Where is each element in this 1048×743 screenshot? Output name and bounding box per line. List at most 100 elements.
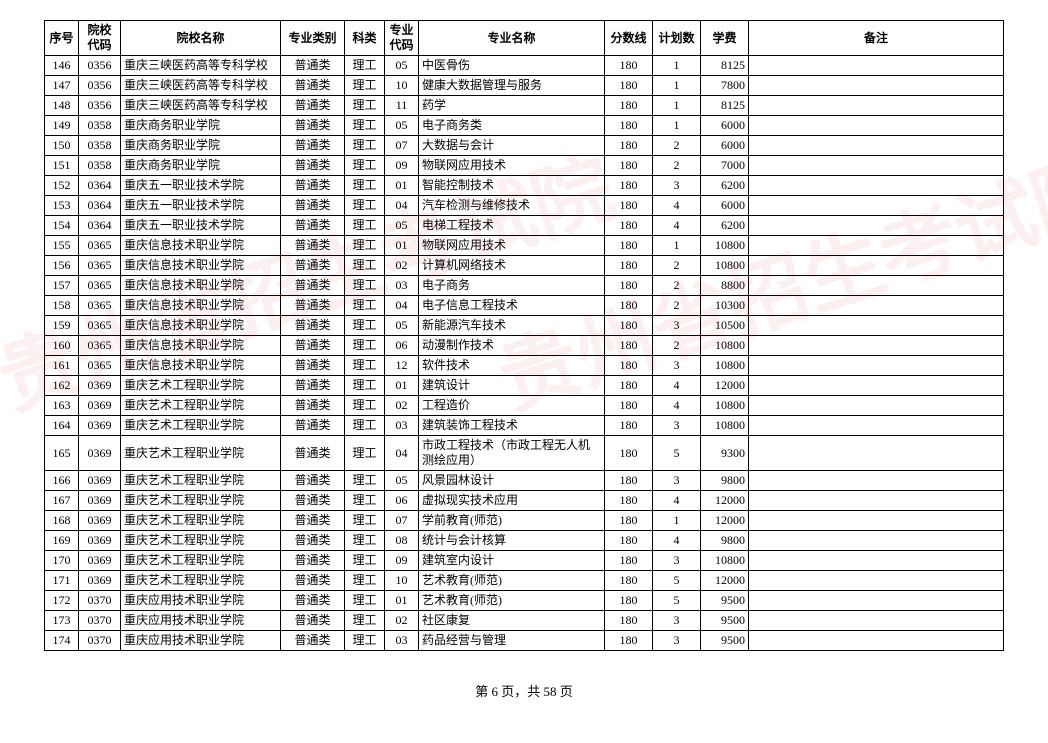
cell-mname: 计算机网络技术 [419, 256, 605, 276]
cell-sci: 理工 [345, 276, 385, 296]
table-row: 1680369重庆艺术工程职业学院普通类理工07学前教育(师范)18011200… [45, 511, 1004, 531]
cell-plan: 1 [653, 56, 701, 76]
cell-cat: 普通类 [281, 531, 345, 551]
cell-score: 180 [605, 56, 653, 76]
table-row: 1620369重庆艺术工程职业学院普通类理工01建筑设计180412000 [45, 376, 1004, 396]
cell-sname: 重庆商务职业学院 [121, 116, 281, 136]
cell-scode: 0356 [79, 56, 121, 76]
cell-note [749, 276, 1004, 296]
cell-fee: 10800 [701, 256, 749, 276]
cell-plan: 4 [653, 531, 701, 551]
cell-seq: 170 [45, 551, 79, 571]
cell-sname: 重庆信息技术职业学院 [121, 276, 281, 296]
cell-score: 180 [605, 356, 653, 376]
cell-seq: 172 [45, 591, 79, 611]
cell-mcode: 08 [385, 531, 419, 551]
cell-scode: 0356 [79, 76, 121, 96]
cell-sci: 理工 [345, 511, 385, 531]
column-header-scode: 院校代码 [79, 21, 121, 56]
cell-fee: 10800 [701, 336, 749, 356]
cell-plan: 1 [653, 116, 701, 136]
cell-fee: 12000 [701, 376, 749, 396]
cell-plan: 3 [653, 611, 701, 631]
cell-seq: 154 [45, 216, 79, 236]
cell-scode: 0364 [79, 216, 121, 236]
cell-note [749, 76, 1004, 96]
cell-plan: 5 [653, 591, 701, 611]
cell-scode: 0358 [79, 136, 121, 156]
cell-fee: 6000 [701, 136, 749, 156]
cell-mcode: 01 [385, 376, 419, 396]
cell-score: 180 [605, 491, 653, 511]
cell-note [749, 436, 1004, 471]
cell-cat: 普通类 [281, 256, 345, 276]
cell-sci: 理工 [345, 471, 385, 491]
cell-cat: 普通类 [281, 571, 345, 591]
cell-sci: 理工 [345, 356, 385, 376]
table-row: 1540364重庆五一职业技术学院普通类理工05电梯工程技术18046200 [45, 216, 1004, 236]
cell-score: 180 [605, 631, 653, 651]
cell-sci: 理工 [345, 316, 385, 336]
cell-mname: 汽车检测与维修技术 [419, 196, 605, 216]
cell-score: 180 [605, 116, 653, 136]
cell-note [749, 236, 1004, 256]
cell-sname: 重庆五一职业技术学院 [121, 216, 281, 236]
column-header-seq: 序号 [45, 21, 79, 56]
cell-sname: 重庆艺术工程职业学院 [121, 511, 281, 531]
cell-seq: 149 [45, 116, 79, 136]
cell-score: 180 [605, 611, 653, 631]
table-row: 1500358重庆商务职业学院普通类理工07大数据与会计18026000 [45, 136, 1004, 156]
cell-mcode: 05 [385, 56, 419, 76]
cell-sci: 理工 [345, 611, 385, 631]
cell-scode: 0370 [79, 591, 121, 611]
cell-scode: 0358 [79, 156, 121, 176]
cell-scode: 0365 [79, 256, 121, 276]
header-row: 序号院校代码院校名称专业类别科类专业代码专业名称分数线计划数学费备注 [45, 21, 1004, 56]
cell-mcode: 04 [385, 436, 419, 471]
cell-score: 180 [605, 136, 653, 156]
cell-mcode: 11 [385, 96, 419, 116]
cell-fee: 8125 [701, 56, 749, 76]
cell-fee: 7800 [701, 76, 749, 96]
cell-mname: 学前教育(师范) [419, 511, 605, 531]
cell-cat: 普通类 [281, 136, 345, 156]
cell-sname: 重庆艺术工程职业学院 [121, 471, 281, 491]
cell-plan: 1 [653, 236, 701, 256]
cell-cat: 普通类 [281, 551, 345, 571]
cell-mcode: 10 [385, 571, 419, 591]
page-footer: 第 6 页，共 58 页 [44, 681, 1004, 700]
table-row: 1610365重庆信息技术职业学院普通类理工12软件技术180310800 [45, 356, 1004, 376]
cell-mcode: 04 [385, 296, 419, 316]
cell-mname: 电子商务 [419, 276, 605, 296]
cell-sname: 重庆艺术工程职业学院 [121, 551, 281, 571]
cell-seq: 148 [45, 96, 79, 116]
cell-note [749, 96, 1004, 116]
cell-mname: 市政工程技术（市政工程无人机测绘应用） [419, 436, 605, 471]
cell-cat: 普通类 [281, 96, 345, 116]
cell-sname: 重庆商务职业学院 [121, 156, 281, 176]
cell-fee: 10800 [701, 416, 749, 436]
cell-note [749, 316, 1004, 336]
cell-scode: 0369 [79, 551, 121, 571]
table-row: 1670369重庆艺术工程职业学院普通类理工06虚拟现实技术应用18041200… [45, 491, 1004, 511]
cell-score: 180 [605, 236, 653, 256]
cell-scode: 0365 [79, 296, 121, 316]
cell-plan: 4 [653, 376, 701, 396]
cell-score: 180 [605, 531, 653, 551]
cell-score: 180 [605, 336, 653, 356]
cell-sci: 理工 [345, 376, 385, 396]
cell-sname: 重庆三峡医药高等专科学校 [121, 76, 281, 96]
cell-note [749, 116, 1004, 136]
cell-fee: 9800 [701, 471, 749, 491]
column-header-mname: 专业名称 [419, 21, 605, 56]
cell-sname: 重庆信息技术职业学院 [121, 236, 281, 256]
cell-mname: 建筑装饰工程技术 [419, 416, 605, 436]
cell-score: 180 [605, 76, 653, 96]
cell-note [749, 376, 1004, 396]
cell-plan: 2 [653, 256, 701, 276]
cell-note [749, 551, 1004, 571]
cell-mname: 工程造价 [419, 396, 605, 416]
table-body: 1460356重庆三峡医药高等专科学校普通类理工05中医骨伤1801812514… [45, 56, 1004, 651]
cell-sname: 重庆艺术工程职业学院 [121, 396, 281, 416]
cell-seq: 168 [45, 511, 79, 531]
